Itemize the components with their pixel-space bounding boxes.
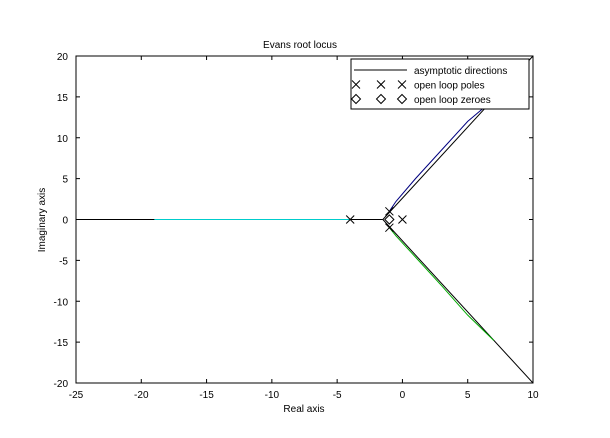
y-tick-label: 10 (57, 134, 69, 145)
x-tick-label: -5 (333, 390, 342, 401)
y-axis-label: Imaginary axis (37, 188, 48, 252)
series-branch-lower (388, 227, 495, 341)
y-tick-label: 5 (62, 175, 68, 186)
chart-title: Evans root locus (263, 40, 337, 51)
y-tick-label: -15 (54, 338, 69, 349)
legend-zero-marker (350, 93, 362, 105)
marker-layer (345, 206, 407, 233)
x-tick-label: -10 (265, 390, 280, 401)
legend-pole-marker (397, 80, 407, 89)
legend-zero-marker (375, 93, 387, 105)
y-tick-label: 15 (57, 93, 69, 104)
legend-pole-marker (351, 80, 361, 89)
x-axis-label: Real axis (283, 404, 324, 415)
legend-label: open loop poles (414, 81, 485, 92)
open-loop-pole (345, 215, 355, 224)
legend-label: open loop zeroes (414, 95, 491, 106)
y-tick-label: 20 (57, 52, 69, 63)
x-tick-label: -15 (199, 390, 214, 401)
open-loop-pole (385, 223, 394, 233)
open-loop-zero (384, 214, 395, 225)
legend: asymptotic directions open loop poles open… (350, 58, 530, 110)
x-tick-label: -25 (69, 390, 84, 401)
legend-label: asymptotic directions (414, 66, 507, 77)
x-tick-label: 10 (527, 390, 539, 401)
legend-zero-marker (396, 93, 408, 105)
x-axis: -25 -20 -15 -10 -5 0 5 10 (69, 56, 539, 401)
x-tick-label: 5 (465, 390, 471, 401)
y-tick-label: -5 (59, 256, 68, 267)
legend-pole-marker (376, 80, 386, 89)
y-axis: -20 -15 -10 -5 0 5 10 15 20 (54, 52, 533, 390)
series-branch-upper (388, 102, 491, 212)
y-tick-label: -20 (54, 379, 69, 390)
y-tick-label: 0 (62, 216, 68, 227)
x-tick-label: 0 (400, 390, 406, 401)
open-loop-pole (398, 215, 407, 224)
open-loop-pole (385, 206, 394, 216)
series-asymptote-lower (382, 219, 534, 384)
y-tick-label: -10 (54, 297, 69, 308)
x-tick-label: -20 (134, 390, 149, 401)
